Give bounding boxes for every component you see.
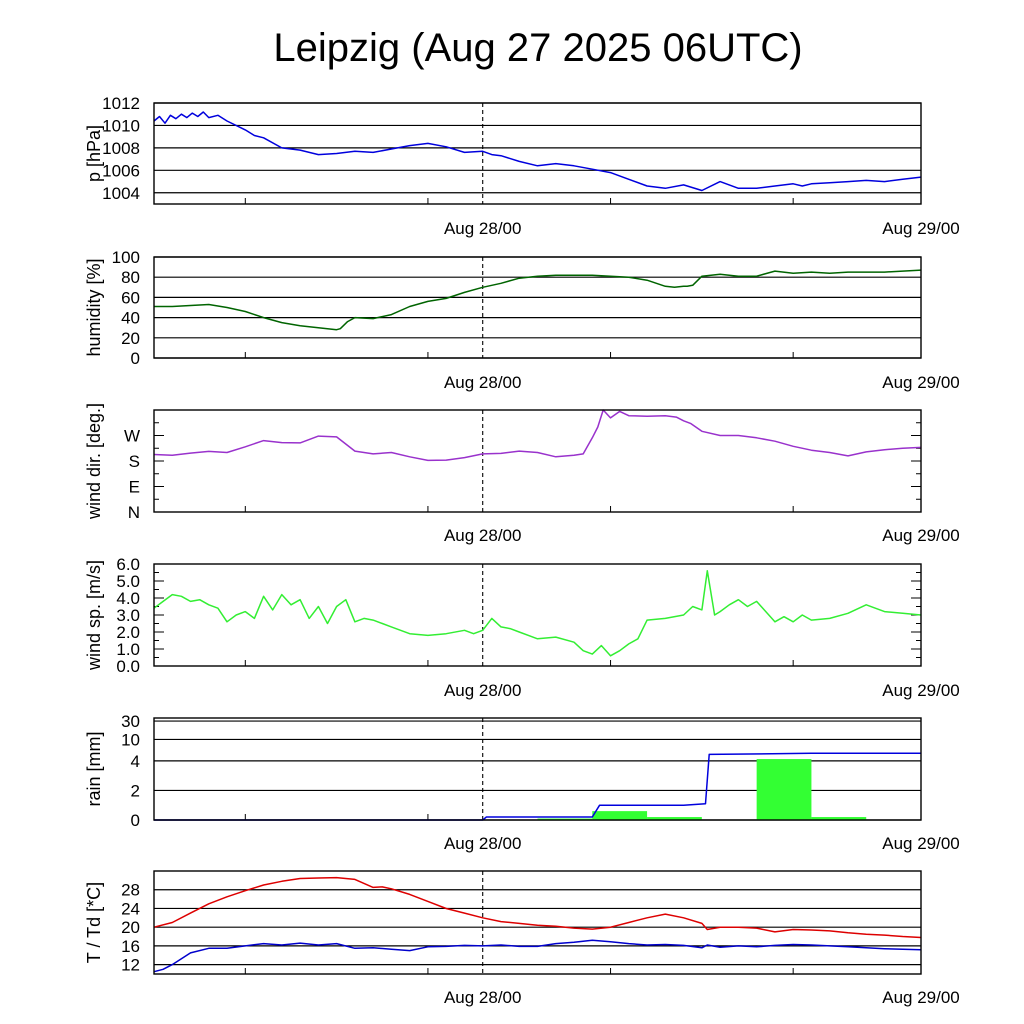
- panel-frame: [153, 102, 922, 205]
- x-tick-label: Aug 29/00: [882, 834, 960, 853]
- y-axis-label: wind sp. [m/s]: [84, 560, 104, 671]
- y-tick-label: N: [128, 503, 140, 522]
- y-tick-label: 5.0: [116, 572, 140, 591]
- x-tick-label: Aug 29/00: [882, 681, 960, 700]
- x-tick-label: Aug 28/00: [444, 373, 522, 392]
- x-tick-label: Aug 28/00: [444, 681, 522, 700]
- y-axis-label: T / Td [*C]: [84, 882, 104, 963]
- rain-bar: [811, 817, 867, 820]
- y-tick-label: 30: [121, 712, 140, 731]
- x-tick-label: Aug 29/00: [882, 219, 960, 238]
- y-tick-label: 0: [131, 349, 140, 368]
- y-axis-label: rain [mm]: [84, 731, 104, 806]
- y-tick-label: 16: [121, 937, 140, 956]
- panel-frame: [153, 563, 922, 667]
- y-tick-label: 100: [112, 248, 140, 267]
- series-line-wind-direction: [153, 409, 922, 462]
- y-tick-label: 80: [121, 268, 140, 287]
- panel-pressure: 1004 1006 1008 1010 1012 p [hPa] Aug 28/00 Aug …: [84, 94, 960, 238]
- y-axis-label: humidity [%]: [84, 258, 104, 356]
- y-tick-label: 20: [121, 329, 140, 348]
- y-tick-label: 28: [121, 881, 140, 900]
- panel-frame: [153, 256, 922, 359]
- y-tick-label: 1010: [102, 116, 140, 135]
- series-line-accumulated-rain: [154, 752, 921, 821]
- rain-bar: [537, 818, 593, 820]
- y-tick-label: 20: [121, 918, 140, 937]
- y-tick-label: S: [129, 452, 140, 471]
- x-tick-label: Aug 28/00: [444, 526, 522, 545]
- y-tick-label: 1004: [102, 184, 140, 203]
- series-line-pressure: [153, 111, 922, 192]
- panel-frame: [153, 717, 922, 821]
- x-tick-label: Aug 28/00: [444, 219, 522, 238]
- x-tick-label: Aug 29/00: [882, 988, 960, 1007]
- series-line-humidity: [154, 269, 922, 331]
- y-axis-label: wind dir. [deg.]: [84, 403, 104, 520]
- y-tick-label: E: [129, 478, 140, 497]
- y-tick-label: W: [124, 427, 140, 446]
- y-tick-label: 6.0: [116, 555, 140, 574]
- x-tick-label: Aug 29/00: [882, 373, 960, 392]
- y-tick-label: 1012: [102, 94, 140, 113]
- y-tick-label: 3.0: [116, 606, 140, 625]
- y-tick-label: 2: [131, 781, 140, 800]
- x-tick-label: Aug 28/00: [444, 988, 522, 1007]
- panel-frame: [153, 409, 922, 513]
- x-tick-label: Aug 29/00: [882, 526, 960, 545]
- y-tick-label: 1006: [102, 161, 140, 180]
- y-tick-label: 40: [121, 309, 140, 328]
- y-tick-label: 60: [121, 288, 140, 307]
- series-line-td: [153, 939, 922, 973]
- rain-bar: [647, 817, 702, 820]
- y-tick-label: 1008: [102, 139, 140, 158]
- chart-title: Leipzig (Aug 27 2025 06UTC): [273, 26, 802, 70]
- y-tick-label: 2.0: [116, 623, 140, 642]
- y-tick-label: 1.0: [116, 640, 140, 659]
- y-axis-label: p [hPa]: [84, 125, 104, 182]
- y-tick-label: 0.0: [116, 657, 140, 676]
- series-line-t: [153, 876, 922, 939]
- rain-bar: [592, 811, 648, 820]
- y-tick-label: 4: [131, 752, 140, 771]
- y-tick-label: 0: [131, 811, 140, 830]
- y-tick-label: 12: [121, 956, 140, 975]
- y-tick-label: 4.0: [116, 589, 140, 608]
- rain-bar: [756, 759, 812, 820]
- x-tick-label: Aug 28/00: [444, 834, 522, 853]
- series-line-wind-speed: [153, 570, 922, 657]
- panel-frame: [153, 870, 922, 975]
- y-tick-label: 10: [121, 730, 140, 749]
- panel-wind_speed: 0.01.02.03.04.05.06.0 wind sp. [m/s] Aug 2…: [84, 555, 960, 700]
- y-tick-label: 24: [121, 899, 140, 918]
